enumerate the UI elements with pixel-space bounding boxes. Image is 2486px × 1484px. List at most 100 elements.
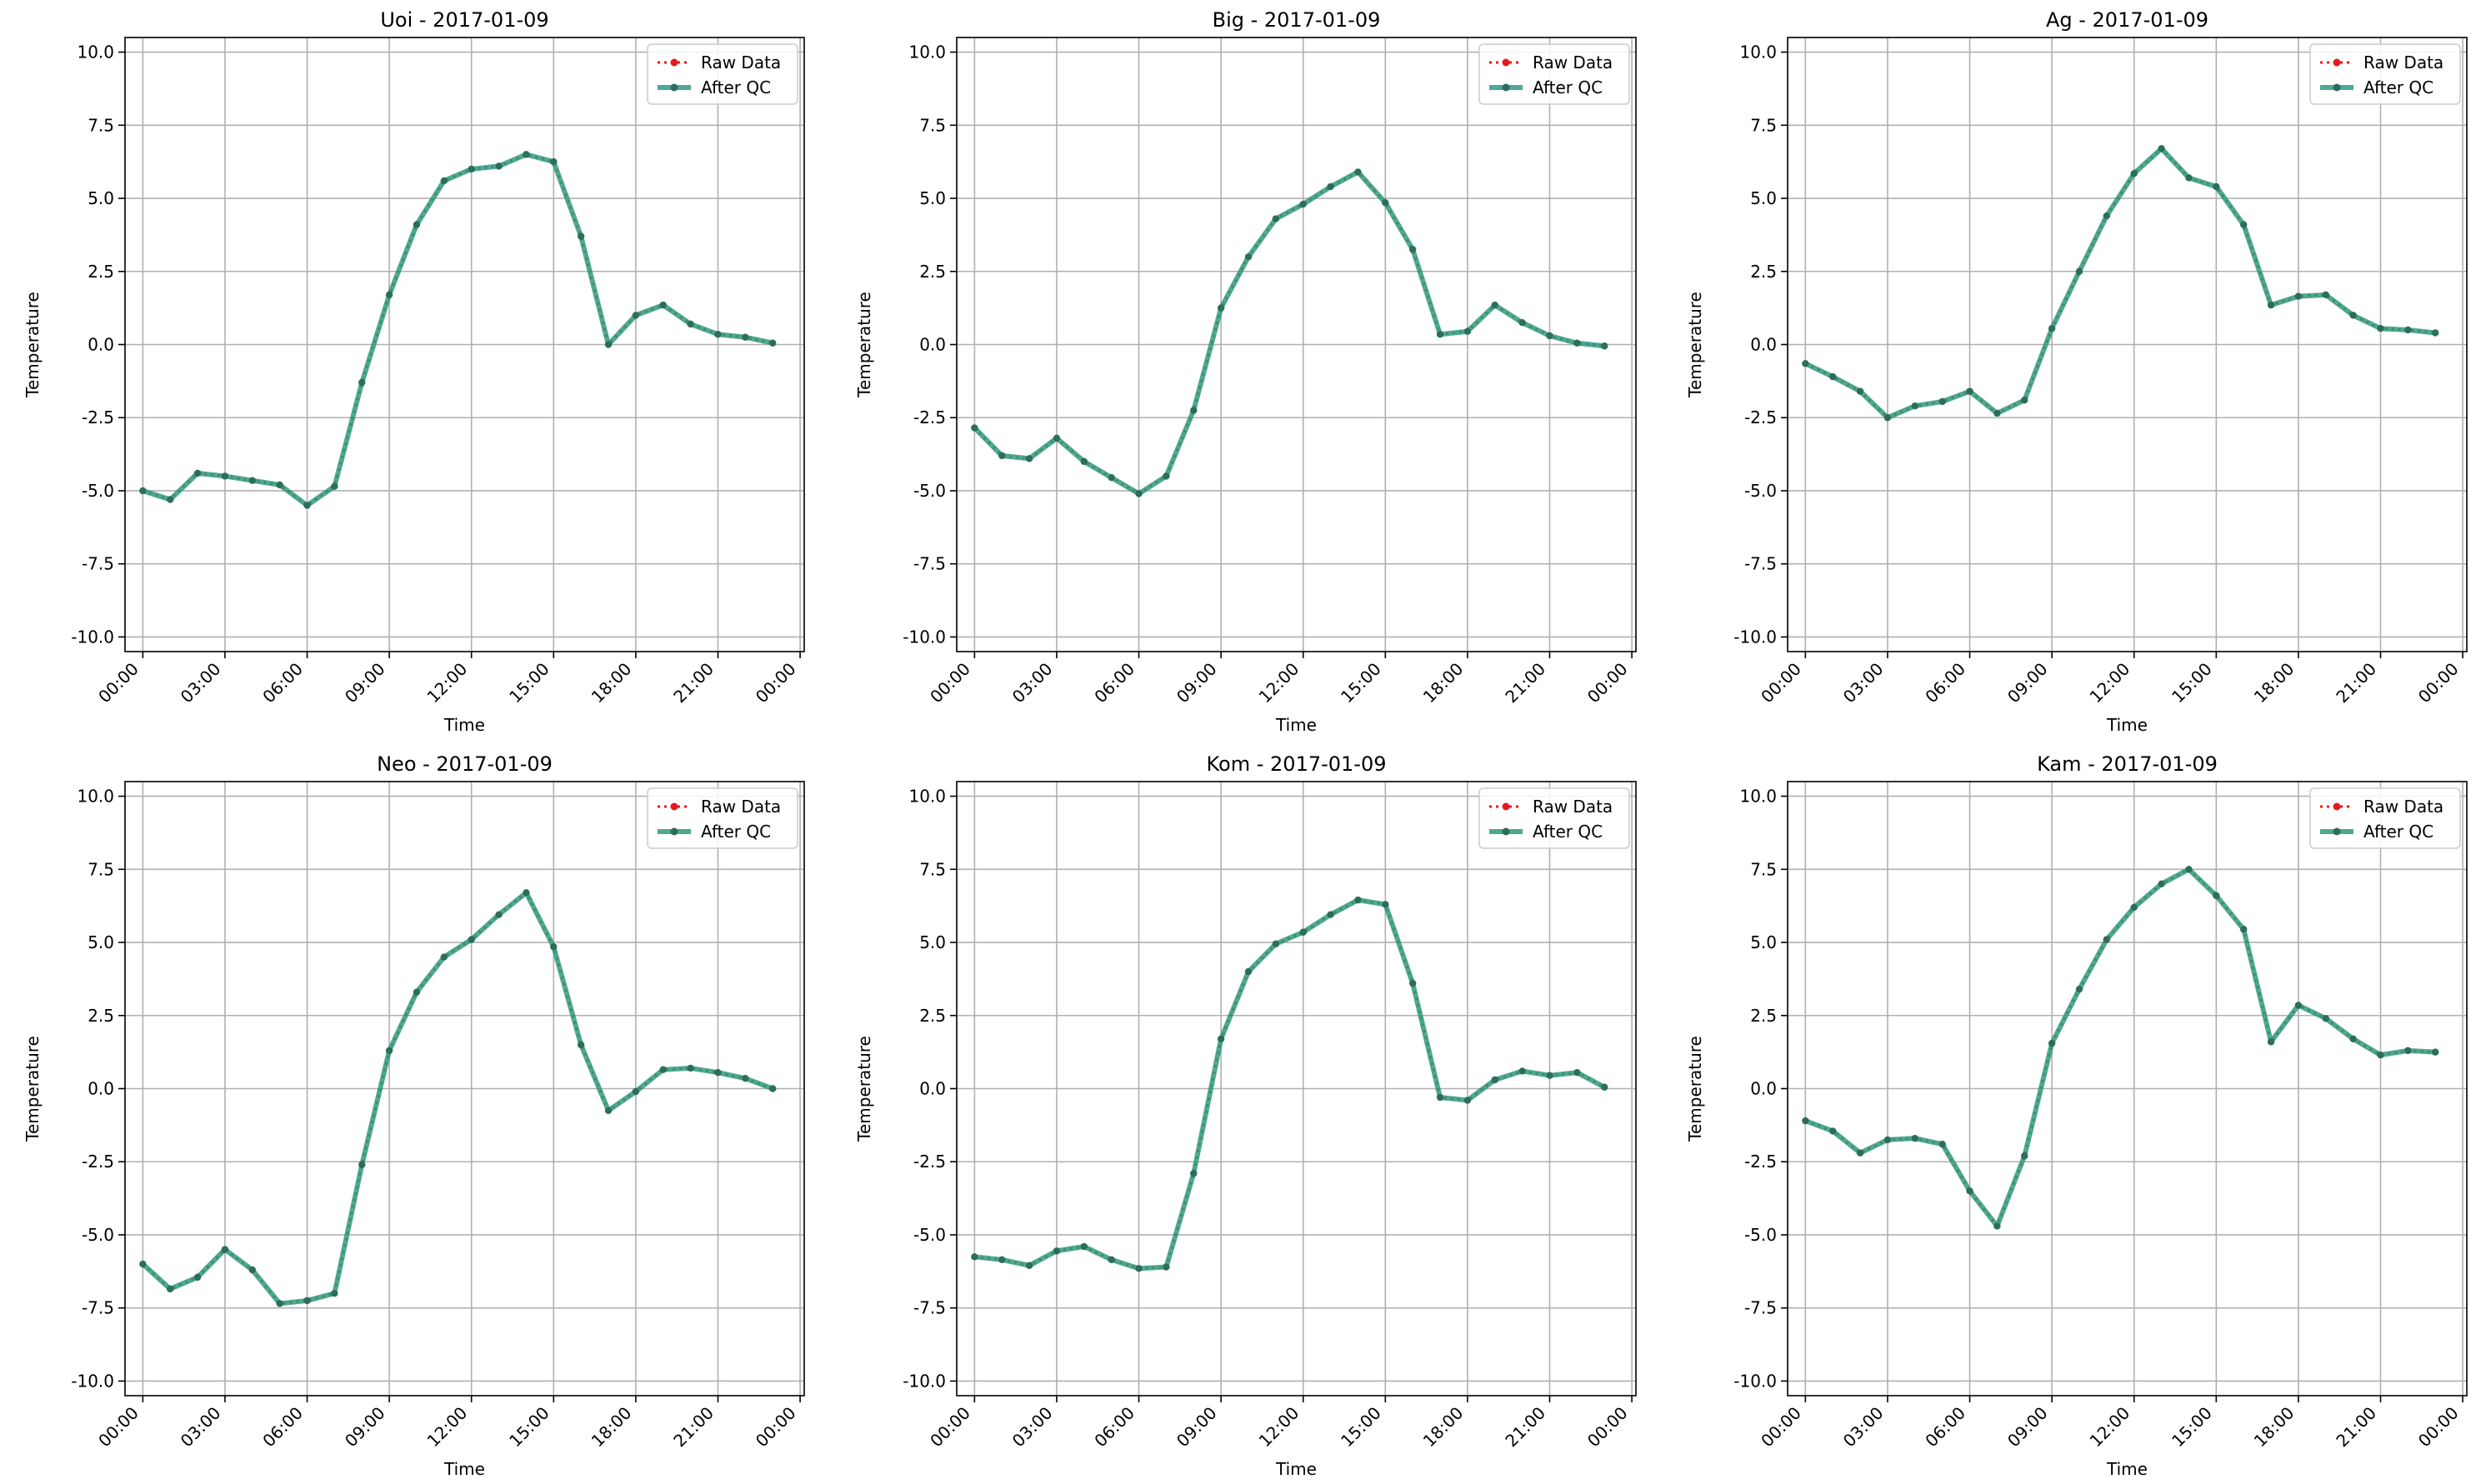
after-qc-point — [632, 1087, 640, 1096]
y-tick-label: 0.0 — [919, 1079, 946, 1099]
after-qc-point — [1135, 490, 1143, 497]
y-tick-label: 10.0 — [77, 42, 114, 62]
x-tick-label: 00:00 — [926, 659, 974, 707]
x-tick-label: 06:00 — [1090, 659, 1138, 707]
axes-frame — [1787, 37, 2468, 652]
legend-raw-label: Raw Data — [1533, 52, 1613, 72]
after-qc-point — [2075, 267, 2083, 275]
after-qc-point — [1883, 414, 1892, 422]
after-qc-point — [1190, 1170, 1198, 1177]
x-tick-label: 00:00 — [752, 1403, 800, 1452]
after-qc-point — [2213, 182, 2220, 191]
after-qc-point — [998, 1256, 1006, 1264]
legend-qc-label: After QC — [701, 822, 771, 842]
after-qc-point — [167, 496, 174, 503]
legend-raw-label: Raw Data — [1533, 797, 1613, 817]
y-tick-label: 10.0 — [1739, 787, 1777, 807]
after-qc-point — [2322, 291, 2329, 299]
legend-qc-marker — [670, 83, 678, 92]
y-tick-label: 7.5 — [919, 859, 946, 879]
after-qc-point — [1108, 1256, 1115, 1264]
after-qc-point — [714, 1068, 722, 1077]
y-tick-label: -5.0 — [82, 481, 114, 501]
after-qc-point — [1025, 455, 1033, 462]
after-qc-point — [659, 1066, 667, 1073]
after-qc-point — [1299, 200, 1307, 208]
legend-raw-marker — [1502, 802, 1510, 811]
x-tick-label: 03:00 — [1839, 659, 1888, 707]
after-qc-point — [1856, 387, 1864, 395]
x-tick-label: 21:00 — [669, 659, 718, 707]
x-tick-label: 09:00 — [341, 659, 389, 707]
x-tick-label: 00:00 — [1757, 659, 1805, 707]
after-qc-point — [1463, 1097, 1472, 1104]
x-tick-label: 03:00 — [1008, 659, 1057, 707]
y-tick-label: 7.5 — [1750, 115, 1777, 135]
after-qc-point — [1883, 1136, 1892, 1144]
after-qc-point — [2267, 301, 2275, 309]
after-qc-point — [1601, 342, 1608, 350]
after-qc-point — [1244, 253, 1253, 261]
after-qc-point — [2185, 866, 2193, 873]
x-tick-label: 12:00 — [423, 1403, 472, 1452]
x-axis-label: Time — [443, 715, 485, 735]
x-tick-label: 18:00 — [588, 659, 636, 707]
after-qc-point — [523, 151, 530, 158]
after-qc-point — [167, 1285, 174, 1293]
after-qc-point — [2239, 926, 2248, 933]
axes-frame — [956, 37, 1637, 652]
chart-panel-2: 00:00 03:00 06:00 09:00 12:00 15:00 18:00 21:00… — [854, 8, 1637, 735]
y-tick-label: 7.5 — [919, 115, 946, 135]
y-tick-label: 0.0 — [88, 1079, 114, 1099]
y-tick-label: 5.0 — [919, 932, 946, 952]
after-qc-point — [2349, 1035, 2357, 1043]
legend-raw-marker — [670, 802, 678, 811]
chart-title: Kom - 2017-01-09 — [1207, 752, 1387, 776]
after-qc-point — [1272, 215, 1280, 222]
after-qc-point — [139, 487, 147, 495]
x-tick-label: 00:00 — [1583, 659, 1632, 707]
after-qc-point — [2103, 936, 2111, 943]
chart-title: Kam - 2017-01-09 — [2037, 752, 2218, 776]
legend-raw-marker — [2333, 802, 2341, 811]
after-qc-point — [2021, 1152, 2028, 1160]
after-qc-point — [248, 1266, 257, 1274]
x-tick-label: 18:00 — [1419, 1403, 1468, 1452]
y-tick-label: 10.0 — [77, 787, 114, 807]
x-tick-label: 06:00 — [258, 659, 307, 707]
after-qc-point — [998, 452, 1006, 460]
after-qc-point — [1573, 1068, 1581, 1077]
after-qc-point — [1217, 1035, 1225, 1043]
after-qc-point — [1966, 1187, 1973, 1195]
after-qc-point — [1993, 409, 2001, 417]
after-qc-point — [2349, 312, 2357, 319]
y-tick-label: -5.0 — [1744, 1225, 1777, 1245]
raw-data-line — [142, 152, 773, 507]
x-axis-label: Time — [2106, 715, 2148, 735]
after-qc-point — [2130, 903, 2138, 912]
after-qc-point — [358, 378, 366, 387]
after-qc-point — [2322, 1015, 2329, 1022]
legend: Raw Data After QC — [1478, 787, 1630, 849]
after-qc-point — [1354, 896, 1362, 904]
x-tick-label: 18:00 — [2250, 659, 2298, 707]
after-qc-point — [742, 1075, 749, 1082]
after-qc-point — [2377, 324, 2384, 332]
y-tick-label: -10.0 — [903, 1371, 946, 1391]
after-qc-point — [687, 1064, 694, 1072]
after-qc-point — [1382, 901, 1389, 908]
x-tick-label: 00:00 — [1757, 1403, 1805, 1452]
after-qc-point — [2294, 292, 2303, 300]
x-tick-label: 21:00 — [1501, 659, 1549, 707]
after-qc-point — [2130, 169, 2138, 177]
x-axis-label: Time — [1275, 715, 1317, 735]
after-qc-point — [1856, 1149, 1864, 1157]
x-tick-label: 21:00 — [669, 1403, 718, 1452]
y-tick-label: 2.5 — [88, 262, 114, 282]
after-qc-point — [2048, 324, 2056, 332]
after-qc-point — [2267, 1038, 2275, 1046]
after-qc-point — [577, 232, 585, 240]
after-qc-point — [221, 1246, 229, 1253]
chart-panel-4: 00:00 03:00 06:00 09:00 12:00 15:00 18:00 21:00… — [23, 752, 805, 1479]
x-tick-label: 15:00 — [505, 659, 553, 707]
